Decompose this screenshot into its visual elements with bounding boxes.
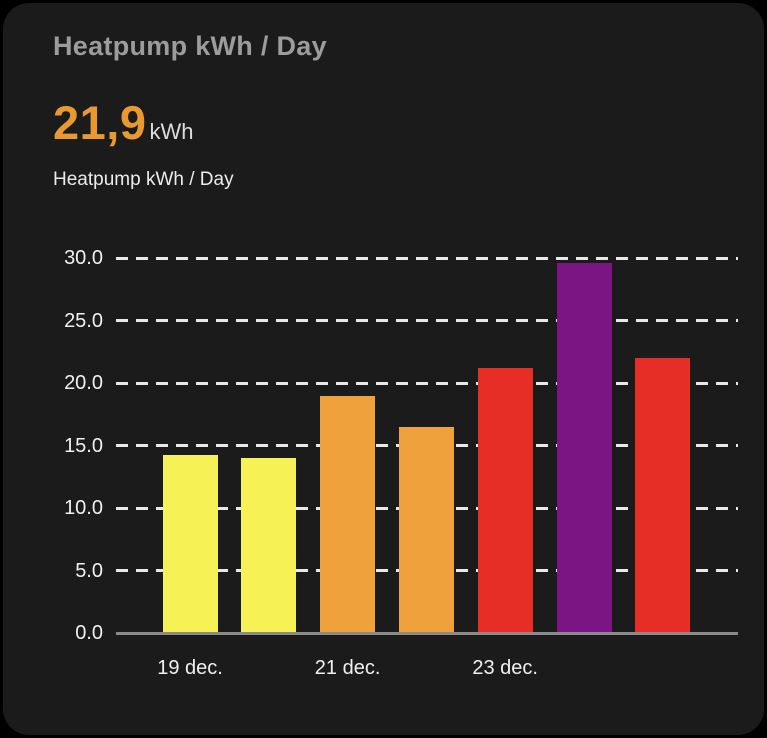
- heatpump-stat-card: Heatpump kWh / Day 21,9 kWh Heatpump kWh …: [3, 3, 764, 735]
- bar-1[interactable]: [162, 454, 218, 632]
- bar-2[interactable]: [241, 458, 297, 632]
- x-tick-label: 23 dec.: [472, 657, 538, 679]
- x-tick-label: 21 dec.: [314, 657, 381, 679]
- bar-5[interactable]: [477, 368, 533, 632]
- bar-6[interactable]: [556, 263, 612, 632]
- plot-area: [116, 256, 738, 635]
- y-tick-label: 10.0: [64, 497, 103, 520]
- stat-value: 21,9: [53, 96, 147, 149]
- y-tick-label: 15.0: [64, 434, 103, 457]
- y-tick-label: 25.0: [64, 309, 103, 332]
- stat-readout: 21,9 kWh: [53, 95, 193, 150]
- y-tick-label: 20.0: [64, 372, 103, 395]
- bar-4[interactable]: [398, 427, 454, 632]
- x-tick-label: 19 dec.: [157, 657, 223, 679]
- card-title: Heatpump kWh / Day: [53, 31, 327, 61]
- bar-chart: 0.0 5.0 10.0 15.0 20.0 25.0 30.0 19 dec. 21 dec…: [3, 247, 764, 698]
- y-tick-label: 30.0: [64, 247, 103, 269]
- y-tick-label: 0.0: [75, 622, 103, 644]
- y-tick-label: 5.0: [75, 559, 103, 582]
- y-gridline: [116, 381, 738, 385]
- x-axis-labels: 19 dec. 21 dec. 23 dec.: [116, 633, 738, 693]
- stat-unit: kWh: [149, 119, 194, 144]
- y-gridline: [116, 256, 738, 260]
- x-axis-baseline: [116, 631, 738, 635]
- y-gridline: [116, 319, 738, 322]
- y-axis-labels: 0.0 5.0 10.0 15.0 20.0 25.0 30.0: [3, 247, 103, 644]
- bar-7[interactable]: [635, 358, 691, 632]
- chart-subtitle: Heatpump kWh / Day: [53, 169, 234, 190]
- bar-3[interactable]: [320, 395, 376, 632]
